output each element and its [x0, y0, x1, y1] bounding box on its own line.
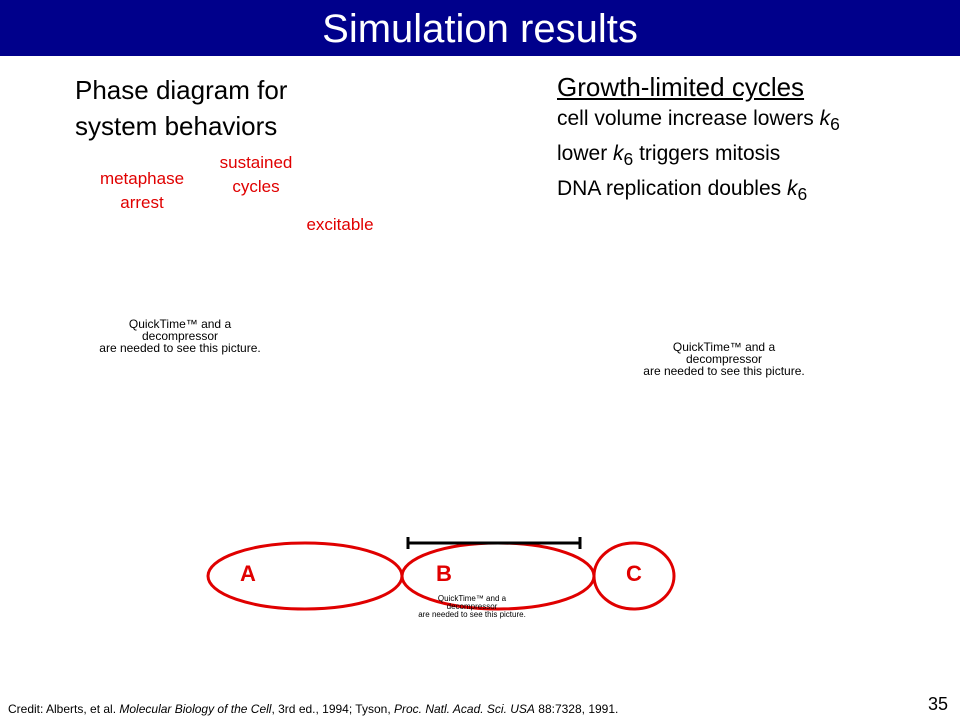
sustained-label-line1: sustained — [219, 153, 293, 172]
growth-line-1: cell volume increase lowers k6 — [557, 107, 840, 135]
quicktime-placeholder-left: QuickTime™ and a decompressor are needed… — [99, 317, 261, 355]
page-number: 35 — [927, 694, 948, 714]
ellipse-a — [206, 541, 404, 611]
credit-line: Credit: Alberts, et al. Molecular Biolog… — [8, 702, 619, 716]
phase-heading-line2: system behaviors — [75, 111, 278, 141]
phase-heading-line1: Phase diagram for — [75, 75, 288, 105]
phase-diagram-heading: Phase diagram for system behaviors — [75, 72, 287, 144]
slide-title: Simulation results — [0, 0, 960, 56]
metaphase-arrest-label: metaphase arrest — [82, 167, 202, 215]
growth-limited-block: Growth-limited cycles cell volume increa… — [557, 70, 840, 210]
metaphase-label-line1: metaphase — [99, 169, 185, 188]
metaphase-label-line2: arrest — [120, 193, 164, 212]
growth-heading: Growth-limited cycles — [557, 72, 805, 102]
ellipse-label-a: A — [240, 561, 256, 586]
sustained-cycles-label: sustained cycles — [196, 151, 316, 199]
growth-line-2: lower k6 triggers mitosis — [557, 142, 781, 170]
ellipse-label-c: C — [626, 561, 642, 586]
ellipse-label-b: B — [436, 561, 452, 586]
excitable-label: excitable — [306, 215, 374, 234]
ellipse-c — [592, 541, 676, 611]
sustained-label-line2: cycles — [232, 177, 280, 196]
growth-line-3: DNA replication doubles k6 — [557, 177, 808, 205]
quicktime-placeholder-bottom: QuickTime™ and a decompressor are needed… — [418, 594, 526, 619]
quicktime-placeholder-right: QuickTime™ and a decompressor are needed… — [643, 340, 805, 378]
